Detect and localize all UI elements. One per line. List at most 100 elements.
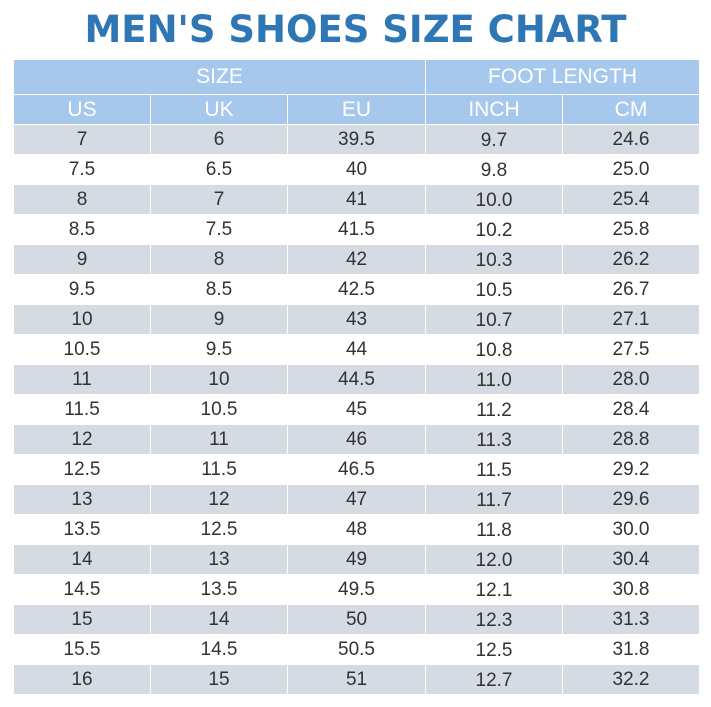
cell-us: 10 — [13, 304, 151, 335]
cell-us: 11 — [13, 364, 151, 395]
cell-inch: 12.1 — [425, 574, 564, 605]
cell-eu: 44.5 — [286, 364, 427, 395]
size-chart-body: 7 6 39.5 9.7 24.6 7.5 6.5 40 9.8 25.0 8 7 41 10.0 25.4… — [13, 124, 701, 695]
table-row: 13 12 47 11.7 29.6 — [13, 484, 701, 515]
cell-uk: 13.5 — [150, 574, 288, 605]
cell-eu: 46 — [286, 424, 427, 455]
cell-uk: 8 — [150, 244, 288, 275]
table-row: 8.5 7.5 41.5 10.2 25.8 — [13, 214, 701, 245]
cell-eu: 45 — [286, 394, 427, 425]
cell-us: 14.5 — [13, 574, 151, 605]
cell-inch: 10.2 — [425, 214, 564, 245]
cell-uk: 6.5 — [150, 154, 288, 185]
cell-us: 8 — [13, 184, 151, 215]
table-row: 8 7 41 10.0 25.4 — [13, 184, 701, 215]
cell-inch: 11.8 — [425, 514, 564, 545]
size-chart-table: SIZE FOOT LENGTH US UK EU INCH CM 7 6 39.5… — [12, 59, 701, 695]
header-group-row: SIZE FOOT LENGTH — [12, 59, 701, 95]
cell-eu: 49.5 — [286, 574, 427, 605]
cell-us: 12.5 — [13, 454, 151, 485]
table-row: 9 8 42 10.3 26.2 — [13, 244, 701, 275]
cell-inch: 12.0 — [425, 544, 564, 575]
cell-eu: 49 — [286, 544, 427, 575]
cell-cm: 27.1 — [562, 304, 701, 335]
cell-us: 14 — [13, 544, 151, 575]
size-group-header: SIZE — [12, 59, 427, 95]
cell-cm: 26.7 — [562, 274, 701, 305]
cell-cm: 29.2 — [562, 454, 701, 485]
cell-us: 11.5 — [13, 394, 151, 425]
table-row: 11 10 44.5 11.0 28.0 — [13, 364, 701, 395]
cell-eu: 42 — [286, 244, 427, 275]
table-row: 15 14 50 12.3 31.3 — [13, 604, 701, 635]
cell-us: 7.5 — [13, 154, 151, 185]
cell-uk: 13 — [150, 544, 288, 575]
cell-inch: 9.7 — [425, 124, 564, 155]
cell-inch: 11.2 — [425, 394, 564, 425]
cell-eu: 51 — [286, 664, 427, 695]
cell-inch: 10.5 — [425, 274, 564, 305]
cell-eu: 41 — [286, 184, 427, 215]
cell-inch: 10.8 — [425, 334, 564, 365]
cell-inch: 10.7 — [425, 304, 564, 335]
cell-cm: 28.0 — [562, 364, 701, 395]
cell-us: 16 — [13, 664, 151, 695]
cell-eu: 50 — [286, 604, 427, 635]
cell-inch: 12.5 — [425, 634, 564, 665]
cell-us: 10.5 — [13, 334, 151, 365]
cell-eu: 42.5 — [286, 274, 427, 305]
column-header-inch: INCH — [425, 94, 564, 125]
cell-cm: 28.8 — [562, 424, 701, 455]
cell-cm: 31.8 — [562, 634, 701, 665]
cell-eu: 48 — [286, 514, 427, 545]
table-row: 10 9 43 10.7 27.1 — [13, 304, 701, 335]
cell-cm: 32.2 — [562, 664, 701, 695]
table-row: 16 15 51 12.7 32.2 — [13, 664, 701, 695]
column-header-row: US UK EU INCH CM — [13, 94, 701, 125]
cell-cm: 29.6 — [562, 484, 701, 515]
cell-inch: 11.3 — [425, 424, 564, 455]
cell-inch: 9.8 — [425, 154, 564, 185]
cell-us: 12 — [13, 424, 151, 455]
cell-cm: 30.4 — [562, 544, 701, 575]
cell-uk: 7 — [150, 184, 288, 215]
cell-cm: 25.8 — [562, 214, 701, 245]
table-row: 12 11 46 11.3 28.8 — [13, 424, 701, 455]
cell-eu: 47 — [286, 484, 427, 515]
cell-cm: 25.4 — [562, 184, 701, 215]
cell-eu: 41.5 — [286, 214, 427, 245]
cell-eu: 46.5 — [286, 454, 427, 485]
cell-uk: 14.5 — [150, 634, 288, 665]
table-row: 12.5 11.5 46.5 11.5 29.2 — [13, 454, 701, 485]
column-header-uk: UK — [150, 94, 288, 125]
column-header-cm: CM — [562, 94, 701, 125]
cell-us: 13 — [13, 484, 151, 515]
cell-cm: 27.5 — [562, 334, 701, 365]
cell-cm: 26.2 — [562, 244, 701, 275]
cell-inch: 11.7 — [425, 484, 564, 515]
cell-us: 9 — [13, 244, 151, 275]
cell-uk: 15 — [150, 664, 288, 695]
cell-eu: 44 — [286, 334, 427, 365]
cell-us: 9.5 — [13, 274, 151, 305]
table-row: 14.5 13.5 49.5 12.1 30.8 — [13, 574, 701, 605]
cell-inch: 10.3 — [425, 244, 564, 275]
cell-us: 15 — [13, 604, 151, 635]
cell-eu: 40 — [286, 154, 427, 185]
cell-uk: 6 — [150, 124, 288, 155]
table-row: 9.5 8.5 42.5 10.5 26.7 — [13, 274, 701, 305]
cell-us: 8.5 — [13, 214, 151, 245]
table-row: 14 13 49 12.0 30.4 — [13, 544, 701, 575]
table-row: 10.5 9.5 44 10.8 27.5 — [13, 334, 701, 365]
cell-uk: 9.5 — [150, 334, 288, 365]
cell-eu: 50.5 — [286, 634, 427, 665]
page-title: MEN'S SHOES SIZE CHART — [84, 8, 627, 51]
cell-cm: 30.0 — [562, 514, 701, 545]
cell-uk: 14 — [150, 604, 288, 635]
column-header-eu: EU — [286, 94, 427, 125]
table-row: 11.5 10.5 45 11.2 28.4 — [13, 394, 701, 425]
cell-us: 15.5 — [13, 634, 151, 665]
cell-us: 7 — [13, 124, 151, 155]
cell-eu: 39.5 — [286, 124, 427, 155]
cell-inch: 11.0 — [425, 364, 564, 395]
